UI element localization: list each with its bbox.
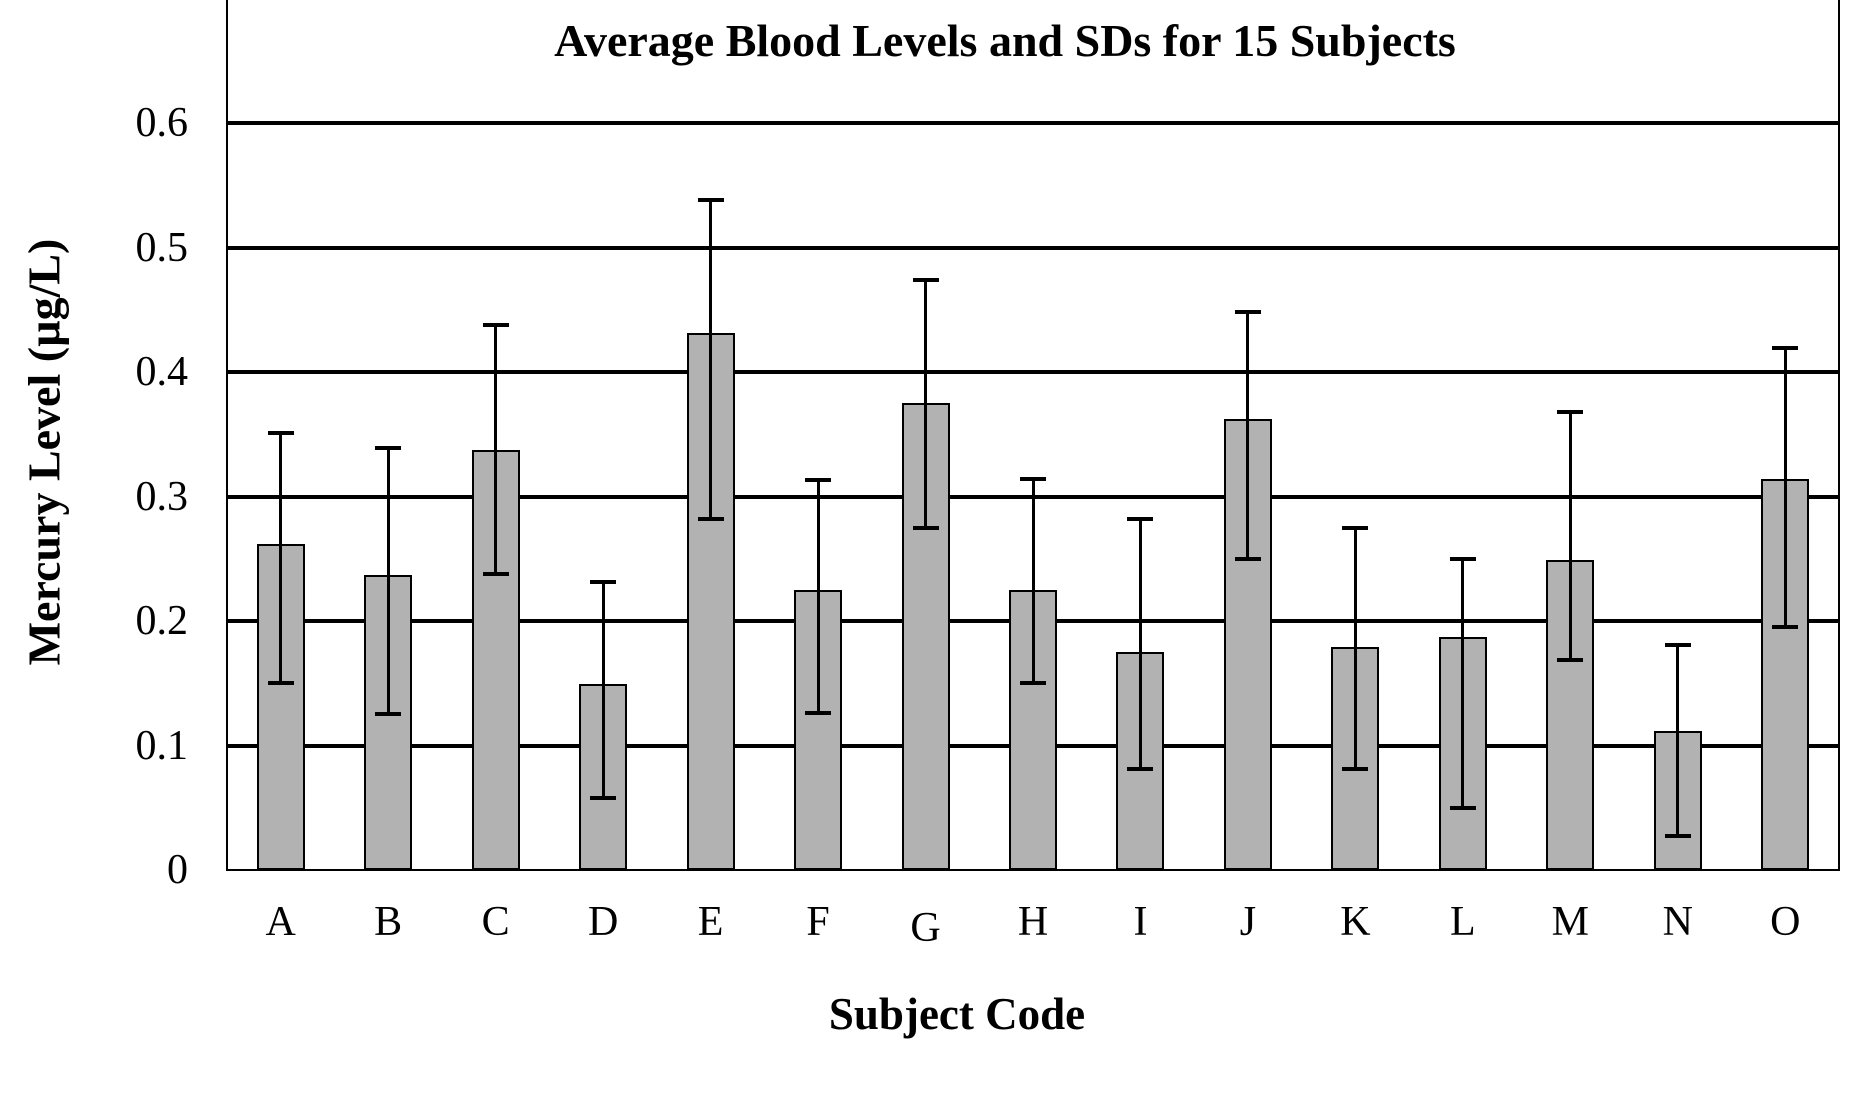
error-cap-top (590, 580, 617, 585)
y-axis-line (226, 0, 228, 870)
error-bar (1676, 644, 1680, 837)
y-tick-label: 0.3 (135, 473, 189, 520)
x-tick-label: C (481, 899, 510, 945)
x-tick-label: O (1770, 899, 1801, 945)
error-cap-bottom (1342, 767, 1369, 772)
x-tick-label: D (587, 899, 619, 945)
error-cap-bottom (1234, 556, 1261, 561)
error-cap-top (1449, 556, 1476, 561)
x-tick-label: E (697, 899, 724, 945)
error-cap-bottom (1557, 657, 1584, 662)
error-cap-top (912, 277, 939, 282)
error-cap-bottom (805, 711, 832, 716)
error-bar (1783, 348, 1787, 628)
error-bar (494, 324, 498, 574)
error-cap-bottom (912, 525, 939, 530)
x-tick-label: B (374, 899, 403, 945)
error-cap-bottom (1127, 767, 1154, 772)
x-tick-label: A (265, 899, 296, 945)
gridline (227, 121, 1839, 125)
x-axis-title: Subject Code (828, 989, 1086, 1039)
error-cap-bottom (1664, 834, 1691, 839)
error-bar (279, 433, 283, 684)
error-bar (1138, 518, 1142, 770)
error-cap-top (1664, 642, 1691, 647)
bar (1761, 479, 1810, 870)
chart-title: Average Blood Levels and SDs for 15 Subj… (554, 15, 1456, 66)
error-bar (386, 447, 390, 715)
gridline (227, 245, 1839, 250)
x-tick-label: M (1551, 899, 1589, 945)
error-cap-bottom (590, 795, 617, 800)
error-cap-top (1020, 477, 1046, 482)
x-tick-label: J (1239, 899, 1257, 945)
error-bar (1353, 527, 1357, 770)
error-cap-bottom (267, 681, 294, 686)
x-tick-label: F (806, 899, 830, 945)
gridline (227, 370, 1839, 374)
error-bar (1246, 312, 1250, 559)
bar (1223, 419, 1272, 870)
error-cap-top (267, 431, 294, 435)
x-axis-line (226, 869, 1840, 871)
error-cap-top (1557, 409, 1584, 414)
error-cap-top (482, 322, 509, 327)
y-tick-label: 0.1 (135, 722, 189, 769)
error-cap-bottom (482, 571, 509, 576)
error-cap-top (1342, 525, 1369, 530)
error-cap-bottom (697, 516, 724, 521)
error-cap-bottom (1449, 805, 1476, 810)
x-tick-label: I (1133, 899, 1148, 945)
error-cap-top (1234, 310, 1261, 315)
error-cap-top (697, 198, 724, 203)
error-cap-bottom (1020, 681, 1046, 686)
x-tick-label: L (1450, 899, 1476, 945)
error-bar (924, 279, 928, 528)
x-tick-label: N (1662, 899, 1693, 945)
error-cap-top (805, 478, 832, 483)
error-cap-bottom (375, 712, 402, 717)
error-cap-top (1127, 516, 1154, 521)
error-bar (709, 200, 713, 519)
y-tick-label: 0.4 (135, 349, 189, 395)
error-cap-top (375, 445, 402, 450)
error-cap-top (1772, 346, 1799, 351)
error-bar (1031, 479, 1035, 684)
error-bar (601, 582, 605, 798)
error-bar (1461, 558, 1465, 808)
x-tick-label: G (910, 905, 941, 951)
error-bar (816, 480, 820, 714)
plot-right-border (1838, 0, 1840, 870)
error-bar (1568, 411, 1572, 660)
y-tick-label: 0.2 (135, 598, 189, 644)
y-tick-label: 0.5 (135, 224, 189, 271)
error-cap-bottom (1772, 625, 1799, 630)
y-tick-label: 0.6 (135, 100, 189, 146)
x-tick-label: H (1017, 899, 1049, 945)
y-tick-label: 0 (167, 847, 188, 893)
x-tick-label: K (1340, 899, 1371, 945)
